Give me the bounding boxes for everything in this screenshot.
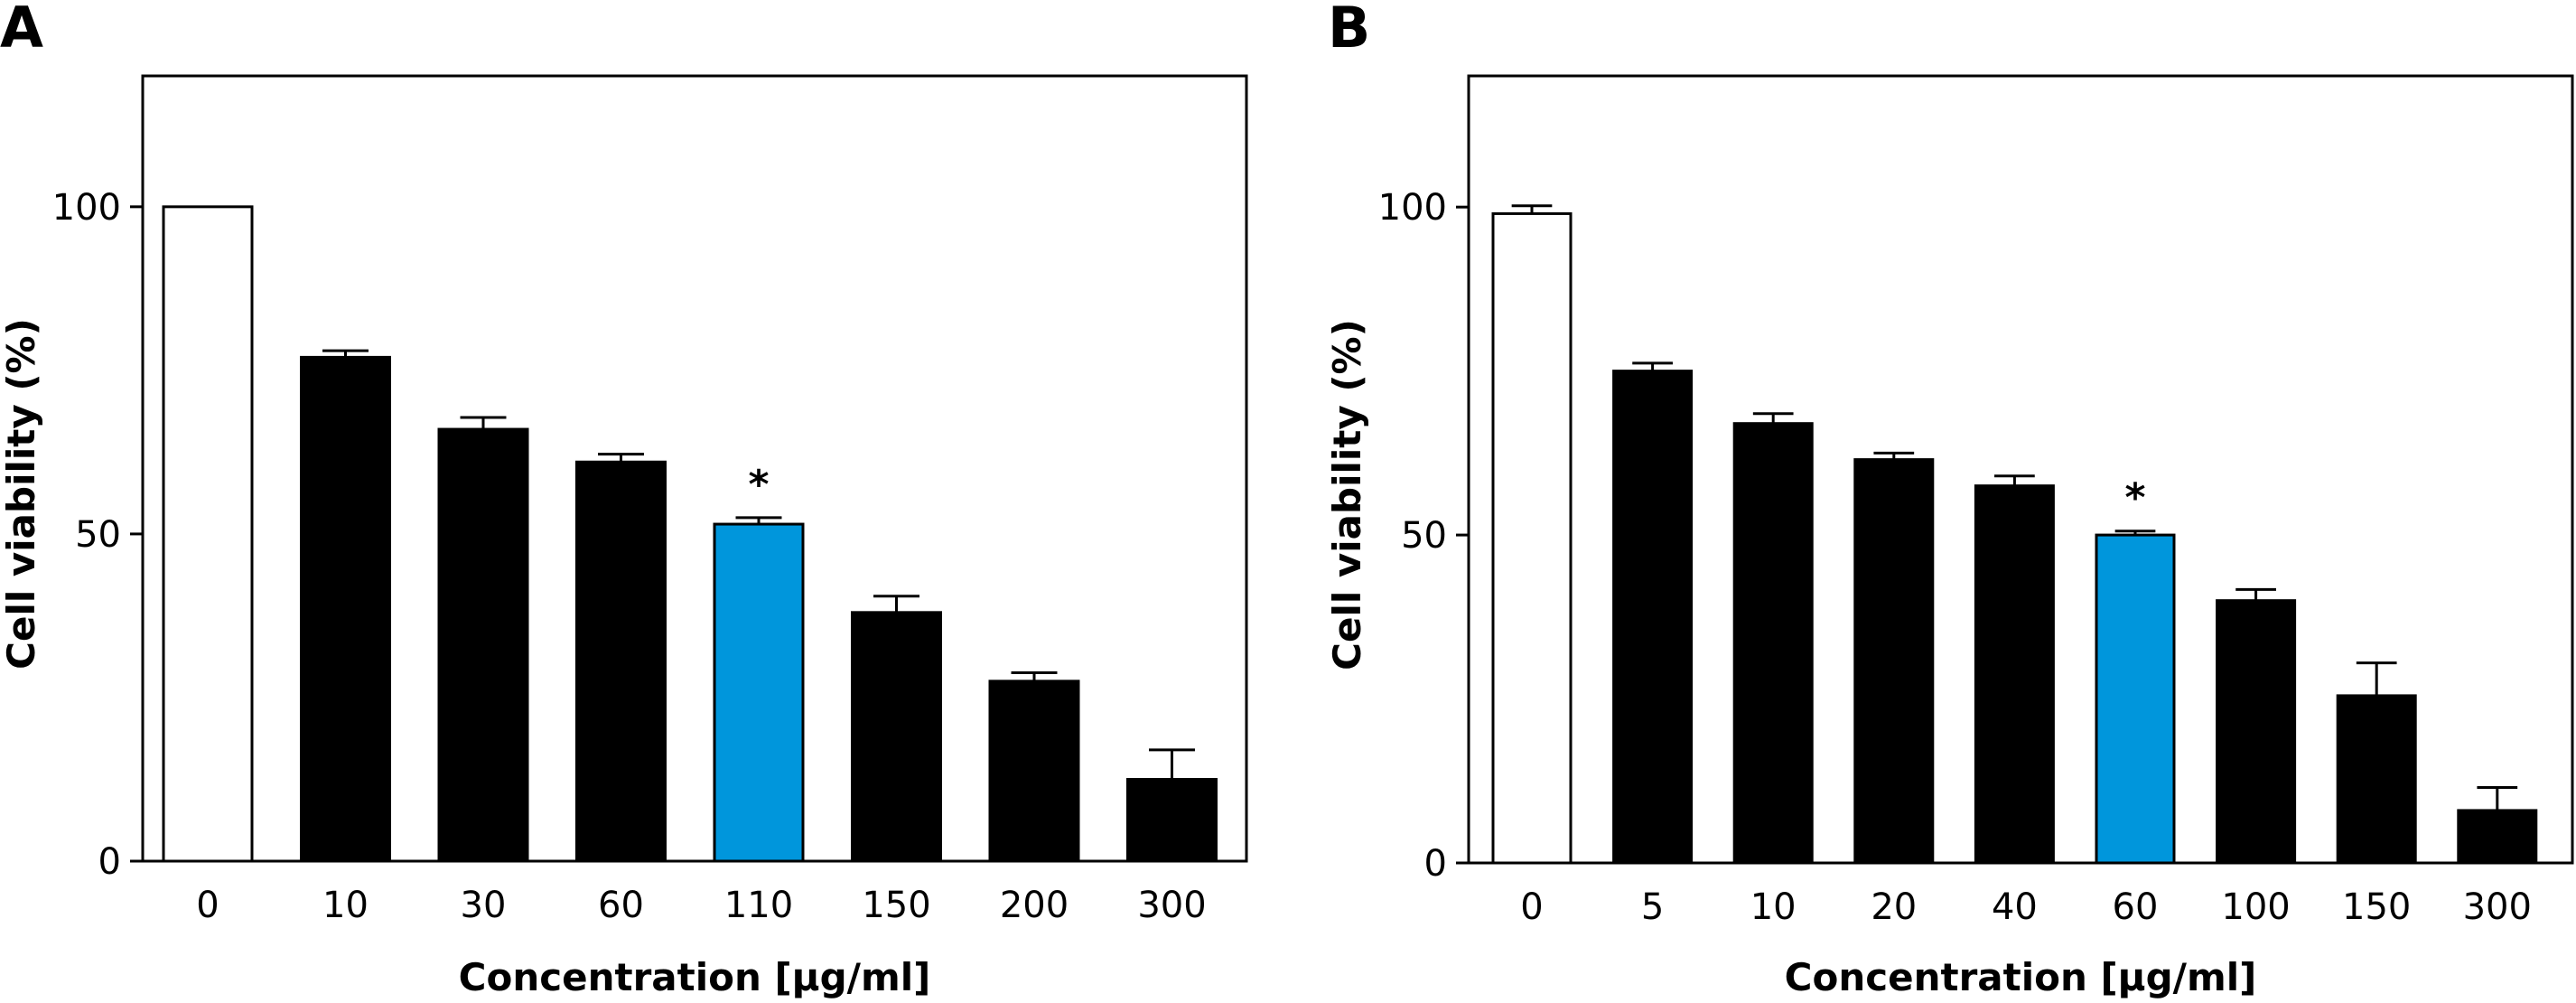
y-tick-label: 100 xyxy=(1378,187,1447,229)
y-tick-label: 0 xyxy=(1424,843,1447,885)
x-tick-label: 150 xyxy=(2342,886,2411,928)
y-axis-title: Cell viability (%) xyxy=(0,318,43,670)
error-bar-200 xyxy=(1011,670,1058,681)
x-tick-label: 10 xyxy=(1750,886,1797,928)
bar-150 xyxy=(851,611,942,863)
x-tick-label: 0 xyxy=(1520,886,1543,928)
x-tick-label: 300 xyxy=(1137,885,1206,926)
error-bar-5 xyxy=(1632,361,1673,371)
x-axis-title: Concentration [µg/ml] xyxy=(459,955,931,999)
plot-frame xyxy=(141,74,1248,863)
error-bar-10 xyxy=(322,349,369,358)
significance-marker: * xyxy=(748,462,769,508)
x-tick-label: 20 xyxy=(1871,886,1917,928)
bar-30 xyxy=(437,427,529,863)
error-bar-110 xyxy=(735,516,782,525)
bar-200 xyxy=(988,680,1080,863)
error-bar-150 xyxy=(873,595,919,613)
bar-0 xyxy=(162,205,254,863)
y-axis-title: Cell viability (%) xyxy=(1325,319,1369,670)
bar-0 xyxy=(1491,211,1573,865)
bar-60 xyxy=(575,460,667,863)
error-bar-100 xyxy=(2235,587,2276,601)
error-bar-150 xyxy=(2356,661,2397,696)
y-tick-label: 100 xyxy=(52,187,121,229)
panel-label: B xyxy=(1328,0,1370,61)
y-tick-label: 50 xyxy=(75,514,121,556)
bar-10 xyxy=(300,355,391,863)
panel-b: B 0 50 100 0 5 10 20 40 60 * 100 150 300 Cell viabilit… xyxy=(1325,0,2574,999)
x-tick-label: 40 xyxy=(1992,886,2038,928)
bar-300 xyxy=(1126,777,1218,863)
y-tick-label: 0 xyxy=(98,841,121,883)
bar-40 xyxy=(1974,484,2055,865)
y-tick-label: 50 xyxy=(1401,515,1447,557)
x-tick-label: 60 xyxy=(2113,886,2159,928)
x-tick-label: 150 xyxy=(862,885,930,926)
x-tick-label: 300 xyxy=(2463,886,2532,928)
bar-10 xyxy=(1732,422,1814,865)
bar-300 xyxy=(2457,809,2538,865)
error-bar-60 xyxy=(598,453,644,463)
x-tick-label: 100 xyxy=(2221,886,2290,928)
bar-150 xyxy=(2336,694,2417,865)
bar-60 xyxy=(2095,533,2176,865)
panel-a: A 0 50 100 0 10 30 60 110 * 150 200 300 Cell viabilit… xyxy=(0,0,1248,999)
error-bar-0 xyxy=(1511,204,1553,214)
x-tick-label: 30 xyxy=(461,885,507,926)
significance-marker: * xyxy=(2124,475,2145,521)
x-axis-title: Concentration [µg/ml] xyxy=(1785,955,2257,999)
bar-110 xyxy=(713,522,805,863)
x-tick-label: 10 xyxy=(322,885,369,926)
error-bar-30 xyxy=(460,416,507,430)
x-tick-label: 200 xyxy=(1000,885,1069,926)
bar-5 xyxy=(1612,370,1694,865)
error-bar-60 xyxy=(2114,530,2156,536)
x-tick-label: 110 xyxy=(724,885,793,926)
bar-100 xyxy=(2216,599,2297,865)
error-bar-300 xyxy=(1149,748,1195,780)
panel-label: A xyxy=(0,0,43,61)
x-tick-label: 60 xyxy=(598,885,644,926)
error-bar-300 xyxy=(2477,786,2518,811)
error-bar-10 xyxy=(1752,412,1794,424)
x-tick-label: 0 xyxy=(196,885,219,926)
bar-20 xyxy=(1853,458,1935,865)
error-bar-20 xyxy=(1873,451,1915,460)
error-bar-40 xyxy=(1994,474,2035,486)
x-tick-label: 5 xyxy=(1641,886,1664,928)
